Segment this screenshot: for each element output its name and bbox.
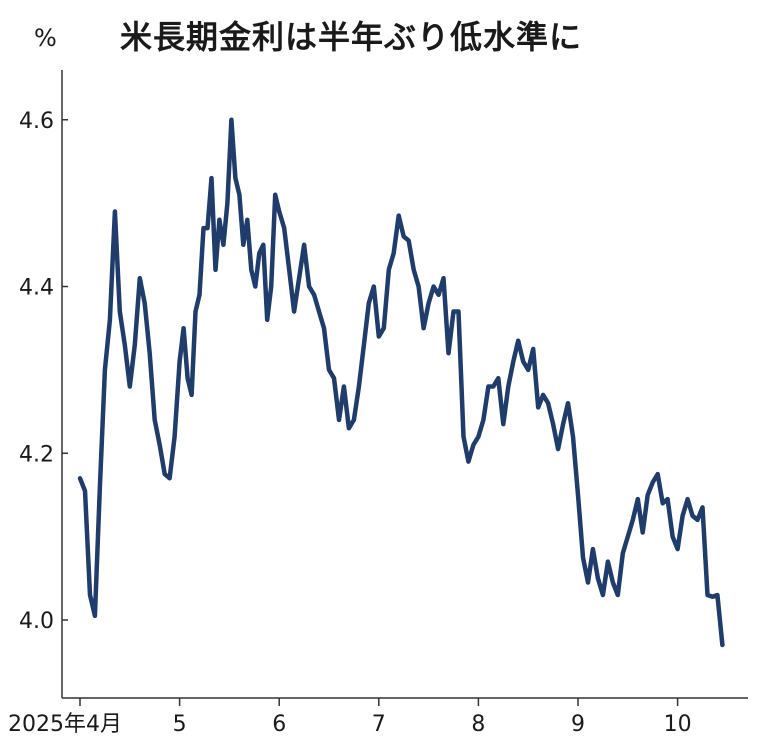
x-tick-label: 10 <box>664 712 692 737</box>
x-tick-label: 6 <box>272 712 286 737</box>
x-tick-label: 8 <box>471 712 485 737</box>
y-axis-unit: % <box>34 24 57 52</box>
series-group <box>77 117 725 648</box>
y-tick-label: 4.0 <box>19 609 54 634</box>
yield-line <box>77 117 725 648</box>
y-tick-label: 4.6 <box>19 109 54 134</box>
x-tick-label: 2025年4月 <box>8 712 122 737</box>
y-tick-label: 4.4 <box>19 276 54 301</box>
x-tick-label: 9 <box>571 712 585 737</box>
ticks: 4.0 4.2 4.4 4.6 2025年4月 5 6 7 8 9 10 <box>8 109 692 737</box>
x-tick-label: 5 <box>173 712 187 737</box>
chart-title: 米長期金利は半年ぶり低水準に <box>120 18 583 56</box>
x-tick-label: 7 <box>372 712 386 737</box>
axes <box>61 70 748 699</box>
y-tick-label: 4.2 <box>19 442 54 467</box>
